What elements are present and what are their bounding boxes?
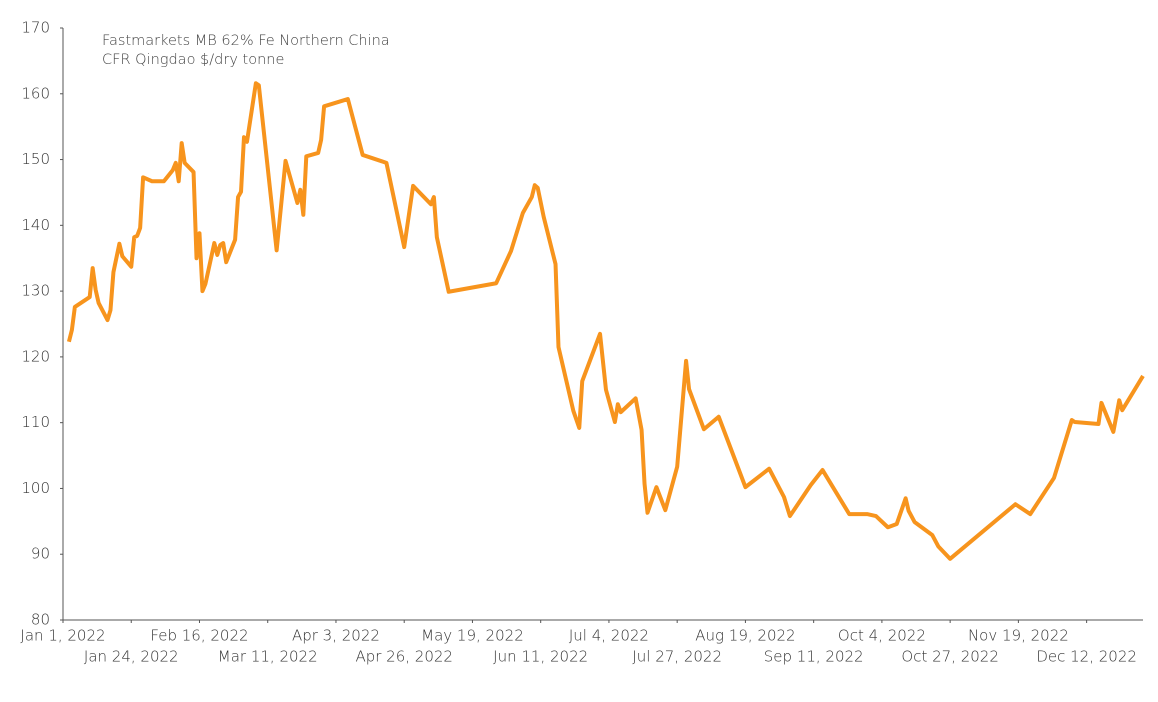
x-tick-label: Oct 27, 2022 xyxy=(901,648,999,666)
x-tick-label: Dec 12, 2022 xyxy=(1036,648,1137,666)
y-tick-label: 130 xyxy=(21,282,50,300)
x-tick-label: Apr 3, 2022 xyxy=(292,627,380,645)
chart-title: CFR Qingdao $/dry tonne xyxy=(102,52,284,68)
y-tick-label: 100 xyxy=(21,479,50,497)
x-tick-label: Jul 27, 2022 xyxy=(632,648,722,666)
x-tick-label: Jul 4, 2022 xyxy=(569,627,649,645)
x-tick-label: Jun 11, 2022 xyxy=(493,648,588,666)
x-tick-label: Sep 11, 2022 xyxy=(764,648,864,666)
x-tick-label: May 19, 2022 xyxy=(421,627,524,645)
y-tick-label: 90 xyxy=(31,545,50,563)
price-line xyxy=(66,81,1145,561)
chart-title: Fastmarkets MB 62% Fe Northern China xyxy=(102,33,390,49)
x-tick-label: Nov 19, 2022 xyxy=(968,627,1069,645)
y-tick-label: 140 xyxy=(21,216,50,234)
x-tick-label: Jan 1, 2022 xyxy=(20,627,105,645)
y-tick-label: 160 xyxy=(21,84,50,102)
x-tick-label: Jan 24, 2022 xyxy=(84,648,179,666)
y-tick-label: 120 xyxy=(21,347,50,365)
y-tick-label: 150 xyxy=(21,150,50,168)
y-tick-label: 80 xyxy=(31,611,50,629)
x-tick-label: Oct 4, 2022 xyxy=(838,627,926,645)
y-tick-label: 110 xyxy=(21,413,50,431)
x-tick-label: Aug 19, 2022 xyxy=(695,627,795,645)
x-tick-label: Apr 26, 2022 xyxy=(355,648,453,666)
x-tick-label: Feb 16, 2022 xyxy=(150,627,248,645)
y-tick-label: 170 xyxy=(21,19,50,37)
x-tick-label: Mar 11, 2022 xyxy=(218,648,318,666)
